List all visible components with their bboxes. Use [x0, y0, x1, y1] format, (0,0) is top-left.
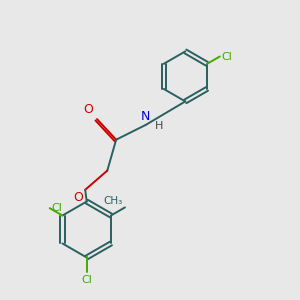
Text: O: O [84, 103, 94, 116]
Text: CH₃: CH₃ [103, 196, 123, 206]
Text: N: N [141, 110, 150, 123]
Text: Cl: Cl [52, 203, 63, 213]
Text: O: O [73, 191, 83, 204]
Text: Cl: Cl [222, 52, 233, 61]
Text: H: H [154, 122, 163, 131]
Text: Cl: Cl [81, 275, 92, 285]
